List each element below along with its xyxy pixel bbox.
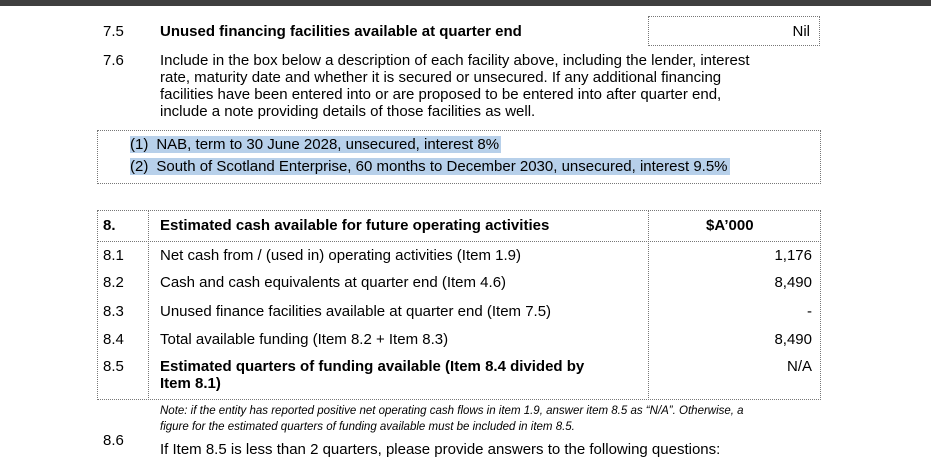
description-line: facilities have been entered into or are… [160,86,722,103]
table-unit: $A’000 [706,217,754,234]
note-line: figure for the estimated quarters of fun… [160,421,575,433]
table-border [97,210,821,400]
item-number: 7.5 [103,23,124,40]
question: If Item 8.5 is less than 2 quarters, ple… [160,441,721,458]
facility-box [97,130,821,184]
item-number: 7.6 [103,52,124,69]
table-rule [648,210,649,398]
row-number: 8.5 [103,358,124,375]
row-label: Cash and cash equivalents at quarter end… [160,274,507,291]
table-number: 8. [103,217,116,234]
row-label: Item 8.1) [160,375,221,392]
row-label: Unused finance facilities available at q… [160,303,552,320]
facility-marker: (1) [130,136,149,153]
row-label: Net cash from / (used in) operating acti… [160,247,521,264]
facility-text: South of Scotland Enterprise, 60 months … [156,158,728,175]
facility-highlight: (1) NAB, term to 30 June 2028, unsecured,… [130,136,502,153]
row-value: - [807,303,812,320]
row-label: Total available funding (Item 8.2 + Item… [160,331,449,348]
value-box [648,16,820,46]
row-label: Estimated quarters of funding available … [160,358,585,375]
table-rule [97,241,819,242]
item-value: Nil [792,23,811,40]
row-value: N/A [786,358,812,375]
row-number: 8.4 [103,331,124,348]
row-value: 8,490 [774,331,812,348]
facility-marker: (2) [130,158,149,175]
row-number: 8.2 [103,274,124,291]
row-value: 8,490 [774,274,812,291]
facility-text: NAB, term to 30 June 2028, unsecured, in… [156,136,500,153]
table-title: Estimated cash available for future oper… [160,217,550,234]
description-line: include a note providing details of thos… [160,103,536,120]
table-rule [148,210,149,398]
row-number: 8.3 [103,303,124,320]
description-line: rate, maturity date and whether it is se… [160,69,722,86]
note-line: Note: if the entity has reported positiv… [160,405,744,417]
top-bar [0,0,931,6]
description-line: Include in the box below a description o… [160,52,750,69]
item-label: Unused financing facilities available at… [160,23,522,40]
item-number: 8.6 [103,432,124,449]
facility-highlight: (2) South of Scotland Enterprise, 60 mont… [130,158,730,175]
row-value: 1,176 [774,247,812,264]
row-number: 8.1 [103,247,124,264]
